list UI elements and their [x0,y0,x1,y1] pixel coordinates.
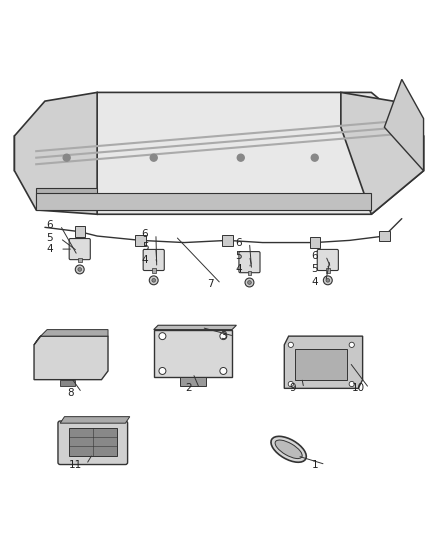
Circle shape [247,281,251,284]
Bar [326,269,330,273]
Text: 4: 4 [46,244,53,254]
Bar [78,257,81,262]
Bar [295,349,347,379]
Polygon shape [36,188,97,210]
Text: 11: 11 [69,459,82,470]
Circle shape [349,342,354,348]
Text: 5: 5 [142,242,148,252]
Text: 9: 9 [290,383,296,393]
Text: 4: 4 [311,277,318,287]
Polygon shape [341,92,424,214]
Text: 10: 10 [352,383,365,393]
Bar [74,227,85,237]
Polygon shape [154,325,237,329]
Text: 6: 6 [46,220,53,230]
Text: 5: 5 [311,264,318,273]
Circle shape [323,276,332,285]
Polygon shape [34,336,108,379]
Text: 2: 2 [185,383,192,393]
Bar [135,235,146,246]
Circle shape [152,278,155,282]
Circle shape [75,265,84,274]
Text: 8: 8 [68,387,74,398]
FancyBboxPatch shape [143,249,164,271]
Bar [152,269,155,273]
Polygon shape [34,329,108,345]
Circle shape [149,276,158,285]
Circle shape [159,367,166,375]
Text: 6: 6 [311,251,318,261]
Text: 6: 6 [235,238,242,247]
Bar [247,271,251,275]
Circle shape [326,278,330,282]
Polygon shape [385,79,424,171]
Circle shape [63,154,70,161]
Circle shape [220,333,227,340]
FancyBboxPatch shape [58,421,127,465]
FancyBboxPatch shape [239,252,260,273]
Polygon shape [14,92,424,214]
Polygon shape [154,329,232,377]
Circle shape [245,278,254,287]
Bar [180,377,206,386]
Text: 5: 5 [46,233,53,243]
Circle shape [159,333,166,340]
Bar [69,427,117,456]
FancyBboxPatch shape [69,239,90,260]
Circle shape [150,154,157,161]
Polygon shape [284,336,363,389]
Polygon shape [36,192,371,210]
Circle shape [220,367,227,375]
Text: 7: 7 [207,279,214,289]
Text: 6: 6 [142,229,148,239]
Text: 4: 4 [142,255,148,265]
Circle shape [288,382,293,386]
Bar [60,379,75,386]
Circle shape [311,154,318,161]
Text: 5: 5 [235,251,242,261]
Text: 1: 1 [311,459,318,470]
Bar [310,237,320,248]
Ellipse shape [271,437,306,462]
Polygon shape [14,92,97,214]
Circle shape [288,342,293,348]
FancyBboxPatch shape [317,249,339,271]
Text: 4: 4 [235,264,242,273]
Ellipse shape [275,440,302,458]
Circle shape [349,382,354,386]
Circle shape [78,268,81,271]
Circle shape [237,154,244,161]
Bar [223,235,233,246]
Text: 3: 3 [220,331,226,341]
Polygon shape [60,417,130,423]
Bar [379,231,390,241]
